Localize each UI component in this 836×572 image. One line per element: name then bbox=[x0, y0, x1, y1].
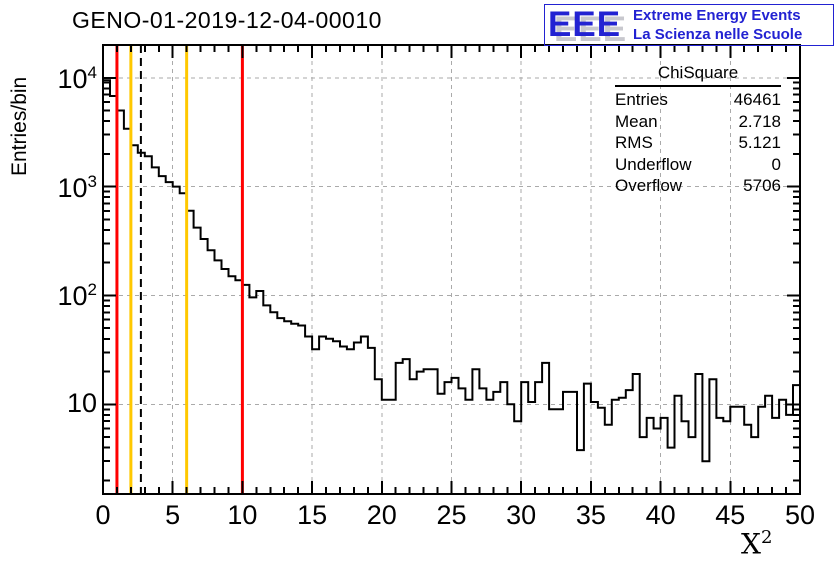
x-tick-label: 40 bbox=[645, 500, 676, 530]
x-tick-label: 20 bbox=[366, 500, 397, 530]
x-tick-label: 35 bbox=[575, 500, 606, 530]
eee-logo: EEE Extreme Energy Events La Scienza nel… bbox=[544, 4, 834, 46]
x-axis-title: X2 bbox=[741, 527, 772, 560]
eee-logo-line1: Extreme Energy Events bbox=[633, 7, 801, 24]
stats-title-underline bbox=[615, 85, 781, 87]
stats-row-overflow: Overflow 5706 bbox=[615, 175, 781, 197]
stats-row-rms: RMS 5.121 bbox=[615, 132, 781, 154]
y-tick-label-base: 10 bbox=[57, 63, 88, 94]
stats-box: ChiSquare Entries 46461 Mean 2.718 RMS 5… bbox=[615, 63, 781, 197]
x-axis-title-base: X bbox=[741, 527, 761, 561]
y-tick-label: 10 bbox=[33, 390, 97, 417]
x-axis-title-exponent: 2 bbox=[760, 527, 773, 548]
y-tick-label-base: 10 bbox=[57, 281, 88, 312]
x-tick-label: 30 bbox=[506, 500, 537, 530]
stats-row-mean: Mean 2.718 bbox=[615, 111, 781, 133]
eee-acronym-icon: EEE bbox=[548, 5, 622, 44]
x-tick-label: 15 bbox=[297, 500, 328, 530]
y-tick-label: 103 bbox=[33, 173, 97, 202]
y-tick-label: 102 bbox=[33, 281, 97, 310]
eee-logo-line2: La Scienza nelle Scuole bbox=[633, 26, 803, 43]
eee-logo-text: Extreme Energy Events La Scienza nelle S… bbox=[633, 6, 802, 44]
x-tick-label: 25 bbox=[436, 500, 467, 530]
stats-label: Entries bbox=[615, 90, 668, 109]
x-tick-label: 5 bbox=[165, 500, 181, 530]
x-tick-label: 50 bbox=[784, 500, 816, 530]
stats-row-underflow: Underflow 0 bbox=[615, 154, 781, 176]
stats-label: Mean bbox=[615, 111, 658, 131]
stats-box-title: ChiSquare bbox=[657, 63, 739, 82]
y-axis-title: Entries/bin bbox=[8, 76, 31, 176]
x-tick-label: 45 bbox=[715, 500, 746, 530]
axis-ticks bbox=[102, 45, 801, 494]
x-tick-label: 10 bbox=[227, 500, 258, 530]
stats-row-entries: Entries 46461 bbox=[615, 89, 781, 111]
stats-label: Underflow bbox=[615, 154, 692, 174]
y-tick-label-base: 10 bbox=[57, 172, 88, 203]
stats-label: Overflow bbox=[615, 176, 683, 195]
stats-value: 0 bbox=[771, 154, 781, 174]
x-tick-label: 0 bbox=[95, 500, 111, 530]
y-tick-label-exponent: 2 bbox=[87, 280, 97, 300]
stats-label: RMS bbox=[615, 133, 653, 152]
stats-value: 46461 bbox=[733, 90, 781, 109]
plot-title: GENO-01-2019-12-04-00010 bbox=[72, 7, 382, 33]
y-tick-label: 104 bbox=[33, 64, 97, 93]
y-tick-label-base: 10 bbox=[66, 388, 97, 419]
stats-value: 5706 bbox=[743, 176, 781, 195]
y-tick-label-exponent: 4 bbox=[87, 62, 97, 82]
y-tick-label-exponent: 3 bbox=[87, 171, 97, 191]
histogram-step-line bbox=[103, 79, 800, 463]
stats-value: 2.718 bbox=[738, 111, 781, 131]
stats-value: 5.121 bbox=[738, 133, 781, 152]
